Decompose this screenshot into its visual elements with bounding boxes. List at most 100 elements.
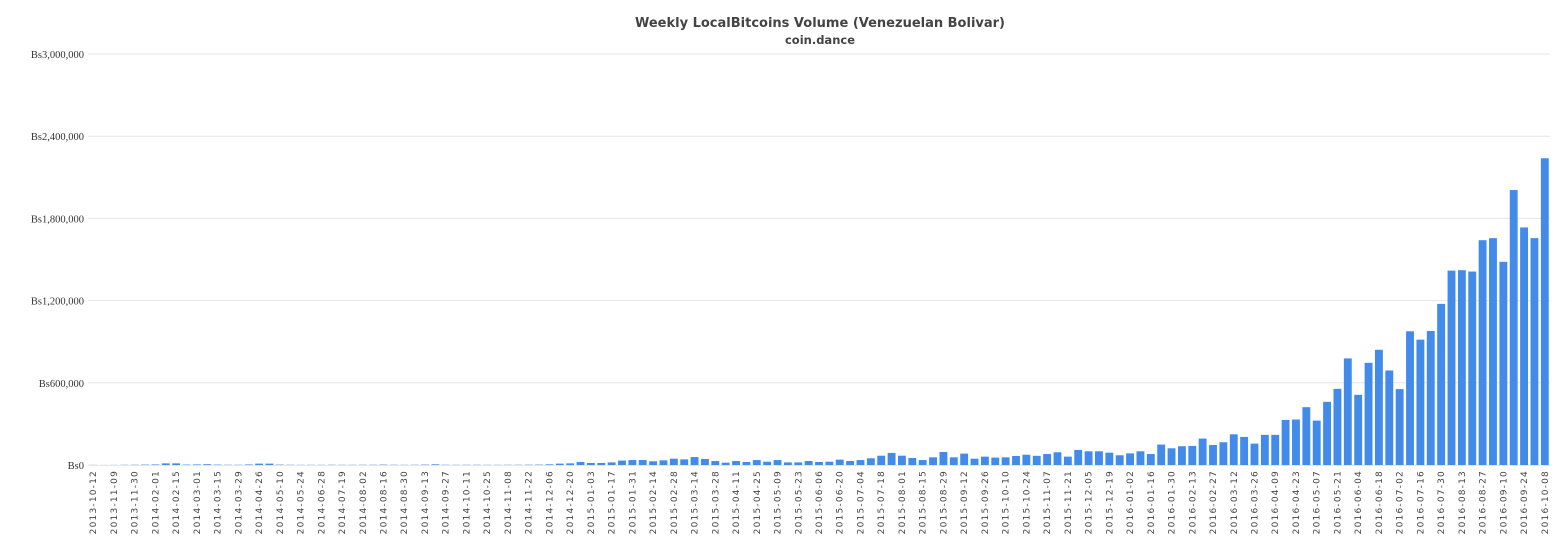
bar[interactable] <box>1126 453 1135 465</box>
bar[interactable] <box>1074 449 1083 465</box>
bar[interactable] <box>970 458 979 465</box>
bar[interactable] <box>898 455 906 465</box>
bar[interactable] <box>732 461 740 465</box>
bar[interactable] <box>783 462 792 465</box>
bar[interactable] <box>1198 438 1207 465</box>
bar[interactable] <box>1374 349 1383 465</box>
bar[interactable] <box>929 457 937 465</box>
bar[interactable] <box>545 464 554 465</box>
bar[interactable] <box>244 464 253 465</box>
bar[interactable] <box>1219 442 1228 465</box>
bar[interactable] <box>825 461 834 465</box>
bar[interactable] <box>1447 270 1456 465</box>
bar[interactable] <box>794 462 803 465</box>
bar[interactable] <box>1043 454 1052 465</box>
bar[interactable] <box>1323 401 1332 465</box>
bar[interactable] <box>1468 271 1477 465</box>
bar[interactable] <box>1457 270 1466 465</box>
bar[interactable] <box>866 458 875 465</box>
bar[interactable] <box>1395 389 1404 465</box>
bar[interactable] <box>1354 394 1363 465</box>
bar[interactable] <box>1406 331 1414 465</box>
bar[interactable] <box>918 460 927 465</box>
bar[interactable] <box>618 460 626 465</box>
bar[interactable] <box>1478 240 1487 465</box>
bar[interactable] <box>1209 444 1217 465</box>
bar[interactable] <box>1157 444 1166 465</box>
bar[interactable] <box>576 461 585 465</box>
bar[interactable] <box>1001 457 1010 465</box>
bar[interactable] <box>659 460 668 465</box>
bar[interactable] <box>1229 434 1238 465</box>
bar[interactable] <box>980 456 989 465</box>
bar[interactable] <box>1095 451 1103 465</box>
bar[interactable] <box>1105 452 1114 465</box>
bar[interactable] <box>566 463 575 465</box>
bar[interactable] <box>1385 370 1394 465</box>
bar[interactable] <box>669 458 678 465</box>
bar[interactable] <box>773 460 782 465</box>
bar[interactable] <box>628 460 637 465</box>
bar[interactable] <box>555 463 564 465</box>
bar[interactable] <box>1540 158 1549 465</box>
bar[interactable] <box>1022 454 1031 465</box>
bar[interactable] <box>877 455 886 465</box>
bar[interactable] <box>908 458 917 465</box>
bar[interactable] <box>607 462 616 465</box>
bar[interactable] <box>846 461 855 465</box>
bar[interactable] <box>960 453 969 465</box>
bar[interactable] <box>172 463 181 465</box>
bar[interactable] <box>690 457 699 465</box>
bar[interactable] <box>804 461 813 465</box>
bar[interactable] <box>597 462 606 465</box>
bar[interactable] <box>1343 358 1352 465</box>
bar[interactable] <box>649 461 658 465</box>
bar[interactable] <box>431 464 440 465</box>
bar[interactable] <box>1437 303 1446 465</box>
bar[interactable] <box>1032 455 1041 465</box>
bar[interactable] <box>1260 434 1269 465</box>
bar[interactable] <box>835 459 844 465</box>
bar[interactable] <box>1188 445 1197 465</box>
bar[interactable] <box>203 464 212 465</box>
bar[interactable] <box>949 457 958 465</box>
bar[interactable] <box>1302 407 1311 465</box>
bar[interactable] <box>1271 434 1280 465</box>
bar[interactable] <box>192 464 201 465</box>
bar[interactable] <box>856 460 865 465</box>
bar[interactable] <box>1416 339 1425 465</box>
bar[interactable] <box>638 460 647 465</box>
bar[interactable] <box>1281 419 1290 465</box>
bar[interactable] <box>1312 420 1321 465</box>
bar[interactable] <box>1520 227 1529 465</box>
bar[interactable] <box>763 461 772 465</box>
bar[interactable] <box>887 452 896 465</box>
bar[interactable] <box>1012 455 1020 465</box>
bar[interactable] <box>1489 238 1497 465</box>
bar[interactable] <box>1063 456 1072 465</box>
bar[interactable] <box>680 459 689 465</box>
bar[interactable] <box>161 463 170 465</box>
bar[interactable] <box>1146 454 1155 465</box>
bar[interactable] <box>721 462 730 465</box>
bar[interactable] <box>1333 388 1342 465</box>
bar[interactable] <box>815 461 823 465</box>
bar[interactable] <box>1530 238 1539 465</box>
bar[interactable] <box>1364 362 1373 465</box>
bar[interactable] <box>1426 331 1435 465</box>
bar[interactable] <box>991 457 1000 465</box>
bar[interactable] <box>939 451 948 465</box>
bar[interactable] <box>711 461 720 465</box>
bar[interactable] <box>1292 419 1300 465</box>
bar[interactable] <box>1499 261 1508 465</box>
bar[interactable] <box>752 460 761 465</box>
bar[interactable] <box>1177 446 1186 465</box>
bar[interactable] <box>1053 452 1062 465</box>
bar[interactable] <box>1167 448 1176 465</box>
bar[interactable] <box>1509 190 1518 465</box>
bar[interactable] <box>255 463 264 465</box>
bar[interactable] <box>742 461 751 465</box>
bar[interactable] <box>586 462 595 465</box>
bar[interactable] <box>151 464 160 465</box>
bar[interactable] <box>1240 436 1249 465</box>
